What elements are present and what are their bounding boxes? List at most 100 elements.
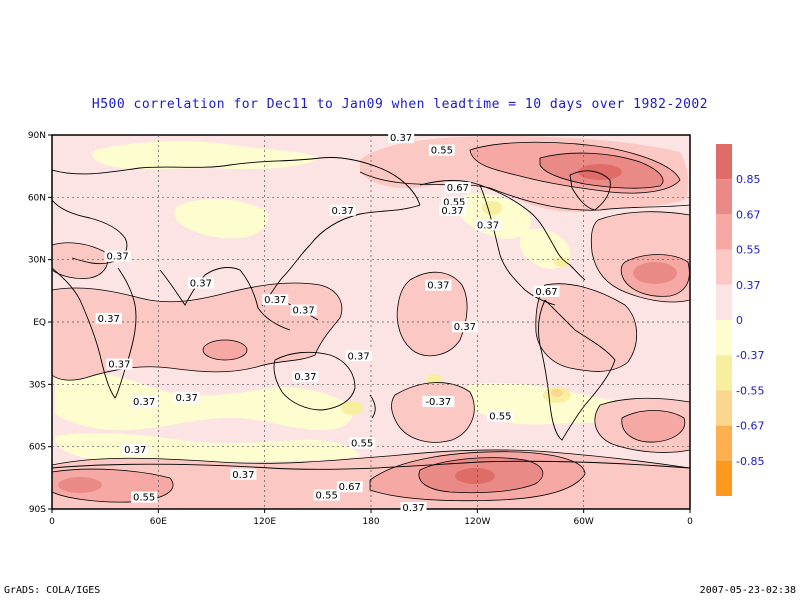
contour-label-bg	[345, 350, 372, 362]
contour-label-bg	[173, 391, 200, 403]
contour-label: 0.37	[98, 314, 120, 325]
field-pos37-central-pacific	[397, 272, 468, 356]
contour-label: 0.37	[347, 351, 369, 362]
field-pos37-indo-pacific	[52, 282, 342, 381]
contour-label-bg	[439, 204, 466, 216]
contour-label-bg	[441, 196, 468, 208]
coast-europe	[52, 199, 128, 265]
contour-label-bg	[428, 144, 455, 156]
colorbar-label: 0.85	[736, 173, 761, 186]
field-pos85-southern	[455, 468, 495, 484]
contour-label: 0.37	[402, 503, 424, 514]
lat-tick-label: 90N	[28, 131, 46, 141]
lon-tick-label: 60W	[573, 517, 593, 527]
lat-tick-label: 60N	[28, 193, 46, 203]
lon-tick-label: 120W	[464, 517, 490, 527]
contour-south-pacific	[391, 382, 475, 443]
coast-north-america	[419, 180, 586, 306]
colorbar: 0.85 0.67 0.55 0.37 0 -0.37 -0.55 -0.67 -0.85	[716, 144, 764, 496]
contour-label-bg	[451, 321, 478, 333]
lat-tick-label: EQ	[33, 318, 46, 328]
coast-antarctica	[52, 460, 690, 470]
contour-southwest	[52, 468, 174, 503]
contour-label-bg	[313, 489, 340, 501]
contour-label: 0.67	[339, 482, 361, 493]
contour-label: 0.37	[427, 281, 449, 292]
colorbar-swatch	[716, 320, 732, 356]
contour-label: 0.37	[176, 393, 198, 404]
lon-tick-label: 120E	[253, 517, 276, 527]
colorbar-label: -0.55	[736, 384, 764, 397]
contour-label: 0.37	[390, 133, 412, 144]
colorbar-label: 0.67	[736, 208, 761, 221]
coast-east-asia	[261, 204, 421, 307]
field-neg-southern-ocean	[55, 433, 360, 464]
contour-label: 0.37	[106, 252, 128, 263]
coast-australia	[273, 351, 356, 411]
coast-greenland	[569, 170, 611, 211]
colorbar-swatch	[716, 460, 732, 496]
field-pos55-indian	[203, 340, 247, 360]
colorbar-label: -0.85	[736, 455, 764, 468]
contour-label: 0.55	[351, 439, 373, 450]
contour-label: 0.37	[477, 220, 499, 231]
colorbar-swatch	[716, 249, 732, 285]
contour-south-atlantic	[594, 397, 690, 453]
contour-label: 0.55	[316, 491, 338, 502]
contour-label-bg	[329, 204, 356, 216]
coast-south-america	[537, 299, 616, 441]
contour-label-bg	[290, 304, 317, 316]
colorbar-swatch	[716, 144, 732, 180]
contour-label-bg	[422, 396, 455, 408]
contour-label-bg	[487, 410, 514, 422]
contour-label: 0.55	[431, 146, 453, 157]
contour-label-bg	[187, 277, 214, 289]
contour-label-bg	[474, 219, 501, 231]
colorbar-label: -0.67	[736, 420, 764, 433]
contour-atlantic-inner	[620, 254, 690, 297]
field-neg-central-asia	[174, 198, 269, 239]
contour-label: 0.37	[124, 445, 146, 456]
field-pos67-atlantic	[633, 262, 677, 284]
field-neg37-pacific	[482, 201, 502, 215]
lon-tick-label: 180	[362, 517, 379, 527]
lat-tick-label: 30N	[28, 256, 46, 266]
coastlines	[52, 157, 690, 470]
colorbar-label: 0	[736, 314, 743, 327]
contour-label-bg	[444, 182, 471, 194]
colorbar-swatch	[716, 179, 732, 215]
contour-labels: 0.370.550.670.550.370.370.370.370.37 0.37…	[95, 132, 560, 514]
coast-africa	[52, 267, 137, 399]
contour-south-america	[535, 283, 638, 372]
colorbar-label: 0.55	[736, 244, 761, 257]
contour-label: 0.55	[489, 412, 511, 423]
coast-eurasia-north	[52, 157, 421, 206]
field-pos67-southwest	[58, 477, 102, 493]
contour-label-bg	[104, 250, 131, 262]
footer-right-text: 2007-05-23-02:38	[699, 585, 796, 596]
contour-north-atlantic	[590, 211, 690, 303]
contour-label-bg	[425, 279, 452, 291]
contour-label-bg	[106, 358, 133, 370]
contour-label-bg	[122, 443, 149, 455]
contour-label-bg	[336, 481, 363, 493]
contour-central-pacific	[396, 271, 468, 357]
contour-label: 0.67	[447, 183, 469, 194]
colorbar-label: 0.37	[736, 279, 761, 292]
colorbar-swatch	[716, 355, 732, 391]
contour-southern-core	[418, 457, 544, 494]
contour-label-bg	[262, 294, 289, 306]
contour-west	[52, 242, 109, 279]
contour-label: -0.37	[425, 397, 451, 408]
lon-tick-label: 0	[49, 517, 55, 527]
field-pos85-arctic	[578, 164, 622, 180]
contour-south-atlantic-inner	[621, 410, 686, 443]
chart-title: H500 correlation for Dec11 to Jan09 when…	[91, 97, 709, 112]
field-neg-north-asia	[92, 141, 320, 170]
contour-label: 0.37	[108, 360, 130, 371]
field-neg-south-indian	[55, 369, 353, 431]
contour-label: 0.37	[293, 306, 315, 317]
contour-label-bg	[230, 468, 257, 480]
